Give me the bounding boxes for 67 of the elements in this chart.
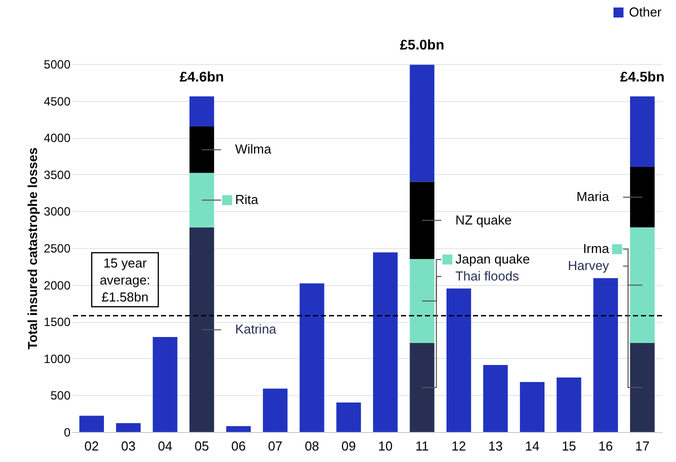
bar (520, 382, 545, 432)
y-axis-title: Total insured catastrophe losses (24, 147, 40, 350)
y-tick-label: 1000 (44, 352, 71, 366)
total-label: £4.6bn (180, 68, 224, 84)
series-label: NZ quake (455, 212, 512, 228)
bar (410, 182, 434, 260)
bar (483, 365, 508, 432)
bar (630, 342, 655, 432)
bar (630, 167, 655, 228)
bar (300, 283, 324, 432)
bar (189, 227, 214, 432)
bar (152, 337, 178, 432)
x-tick-label: 04 (158, 438, 172, 454)
total-label: £4.5bn (620, 68, 665, 84)
series-label: Irma (583, 241, 610, 256)
ref-line-label: 15 year average: £1.58bn (100, 256, 150, 305)
legend-label: Other (629, 4, 662, 20)
y-tick-label: 1500 (44, 315, 71, 330)
bar (262, 388, 288, 432)
bar (630, 227, 655, 343)
legend-label: Japan quake (455, 251, 530, 266)
x-tick-label: 10 (378, 438, 393, 454)
y-tick-label: 5000 (44, 58, 71, 72)
bar (189, 96, 214, 127)
y-tick-label: 4500 (44, 94, 71, 108)
y-tick-label: 2500 (44, 242, 71, 256)
bar (116, 423, 141, 432)
x-tick-label: 09 (341, 438, 356, 454)
x-tick-label: 16 (598, 438, 613, 454)
bar (410, 259, 434, 343)
bar (336, 402, 361, 432)
bar (410, 64, 434, 182)
total-label: £5.0bn (400, 36, 444, 53)
x-tick-label: 06 (231, 438, 246, 454)
y-tick-label: 500 (50, 388, 71, 403)
bar (226, 426, 251, 432)
x-tick-label: 13 (488, 438, 503, 454)
y-tick-label: 3500 (44, 168, 71, 182)
x-tick-label: 05 (194, 438, 210, 454)
bar (79, 416, 104, 432)
series-label: Maria (576, 189, 610, 204)
bar (410, 342, 434, 432)
x-tick-label: 17 (635, 438, 650, 454)
x-tick-label: 11 (415, 438, 429, 454)
x-tick-label: 12 (452, 438, 466, 454)
y-tick-label: 4000 (44, 131, 71, 146)
bar (189, 172, 214, 228)
y-tick-label: 3000 (44, 204, 71, 219)
series-label: Katrina (235, 322, 278, 337)
x-tick-label: 02 (84, 438, 99, 454)
series-label: Wilma (235, 142, 272, 157)
legend-label: Rita (235, 192, 259, 208)
x-tick-label: 14 (524, 438, 540, 454)
bar (373, 252, 398, 432)
bar (189, 126, 214, 173)
x-tick-label: 03 (121, 438, 136, 454)
x-tick-label: 15 (562, 438, 576, 454)
bar (593, 278, 618, 432)
bar (446, 288, 472, 432)
bar (556, 378, 582, 432)
y-tick-label: 2000 (44, 278, 71, 292)
x-tick-label: 07 (268, 438, 282, 454)
text: Thai floods (455, 268, 520, 284)
bar (630, 96, 655, 168)
y-tick-label: 0 (64, 426, 71, 440)
x-tick-label: 08 (304, 438, 320, 454)
text: Harvey (568, 258, 610, 274)
